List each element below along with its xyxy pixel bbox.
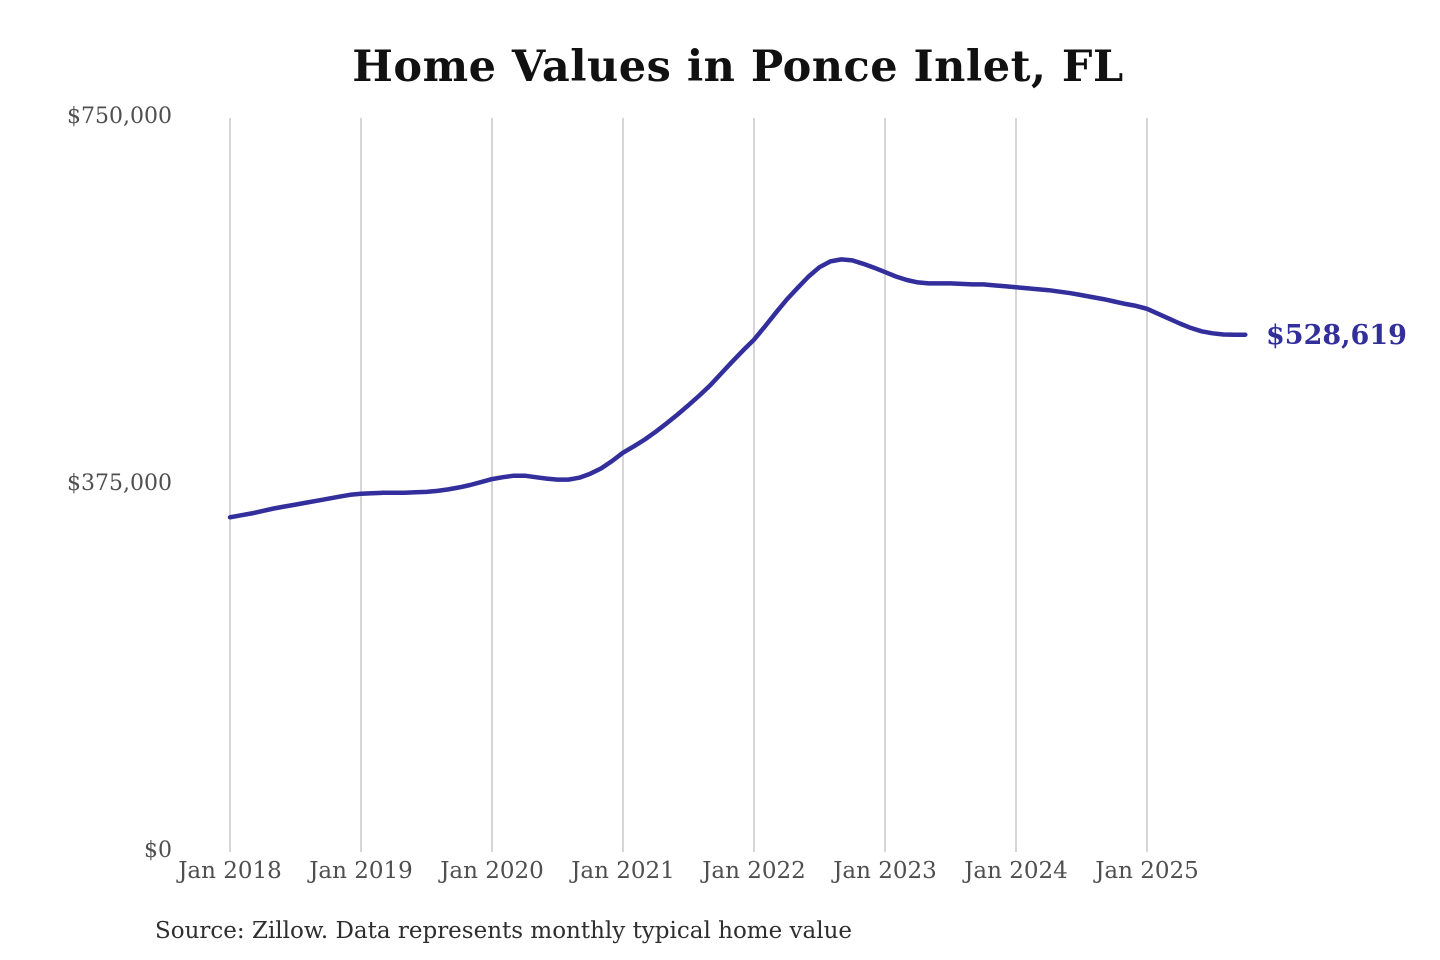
x-axis-tick-label: Jan 2024: [964, 858, 1068, 884]
x-axis-tick-label: Jan 2018: [178, 858, 282, 884]
source-note: Source: Zillow. Data represents monthly …: [155, 918, 853, 944]
y-axis-tick-label: $0: [144, 838, 172, 863]
x-axis-tick-label: Jan 2020: [440, 858, 544, 884]
y-axis-tick-label: $750,000: [67, 104, 172, 129]
y-axis-tick-label: $375,000: [67, 471, 172, 496]
x-axis-tick-label: Jan 2022: [702, 858, 806, 884]
chart-title: Home Values in Ponce Inlet, FL: [352, 42, 1124, 92]
x-axis-tick-label: Jan 2019: [309, 858, 413, 884]
x-axis-tick-label: Jan 2021: [571, 858, 675, 884]
x-axis-tick-label: Jan 2025: [1095, 858, 1199, 884]
home-value-price-line: [227, 257, 1248, 520]
current-value-label: $528,619: [1266, 319, 1407, 351]
x-axis-tick-label: Jan 2023: [833, 858, 937, 884]
